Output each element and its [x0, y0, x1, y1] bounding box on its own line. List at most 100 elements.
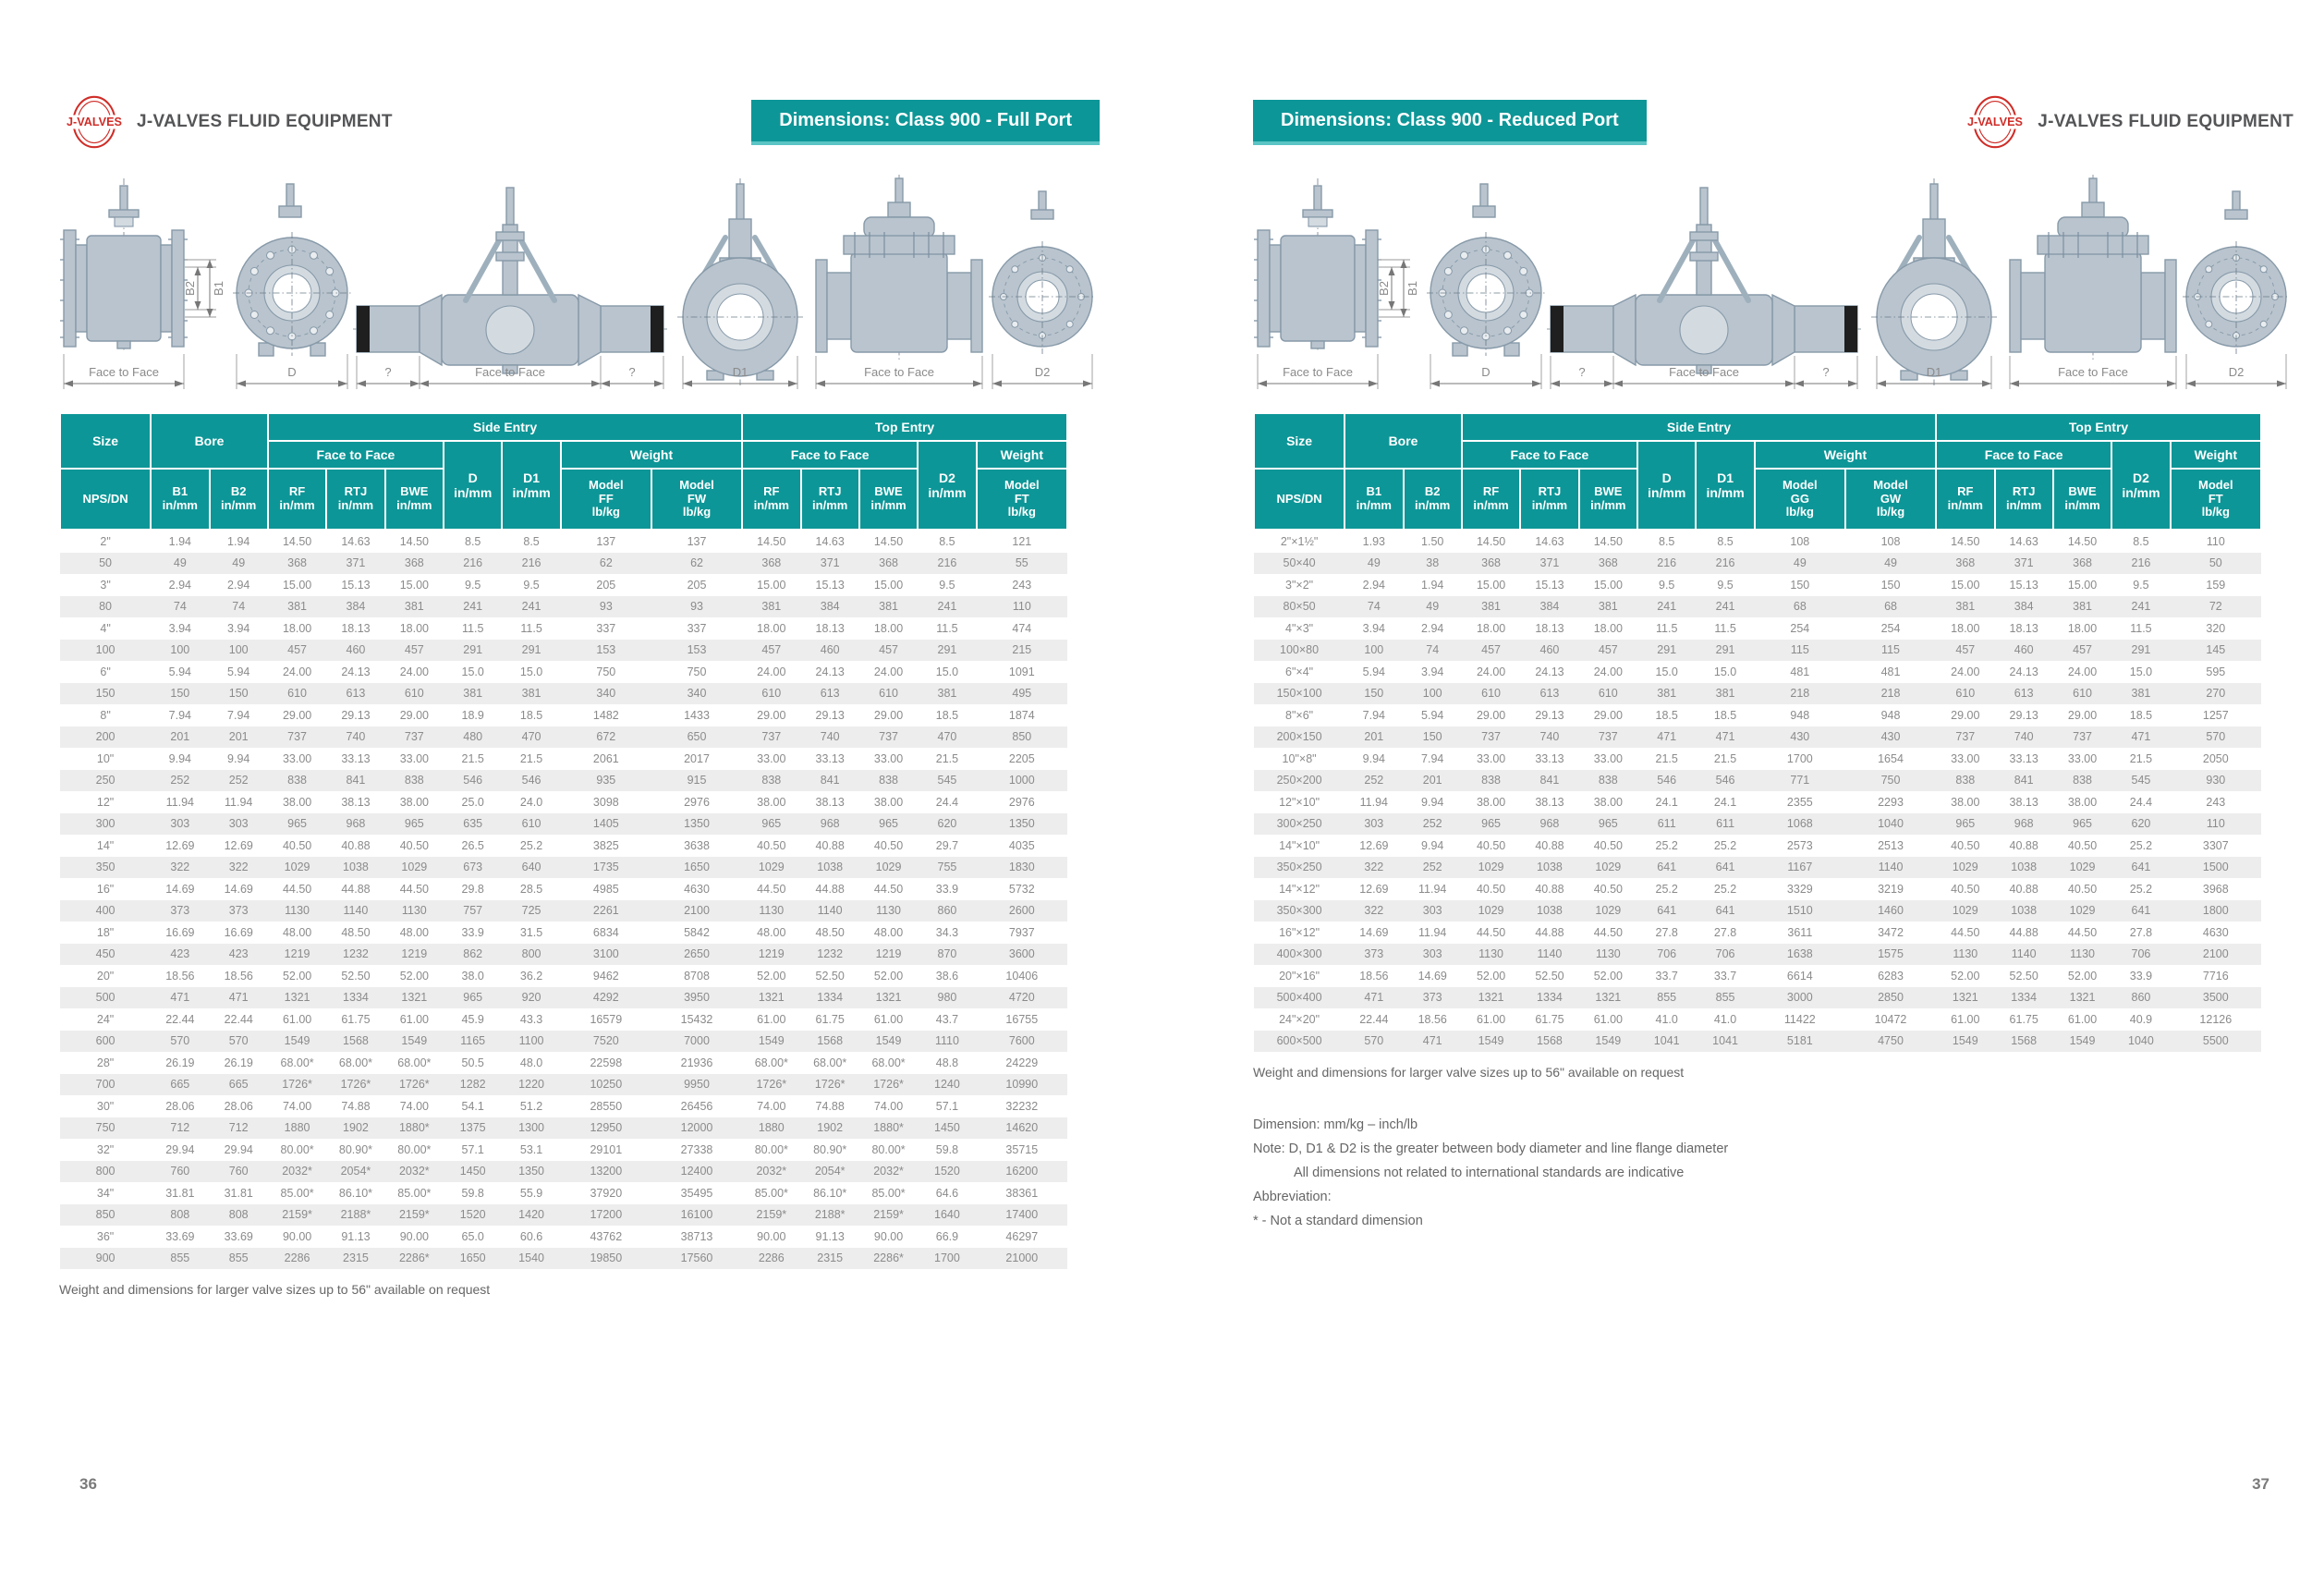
- cell: 480: [463, 730, 483, 744]
- cell: 20"×16": [1279, 969, 1320, 983]
- cell: 18.13: [2009, 621, 2038, 635]
- cell: 2.94: [227, 578, 250, 592]
- cell: 74: [173, 600, 187, 614]
- cell: 9.5: [523, 578, 540, 592]
- cell: 9.94: [227, 751, 250, 765]
- cell: 44.50: [1476, 925, 1506, 939]
- cell: 40.9: [2129, 1012, 2153, 1026]
- dim-label-b1: B1: [1405, 281, 1419, 296]
- col-header: Weight: [1753, 440, 1938, 470]
- cell: 10472: [1874, 1012, 1907, 1026]
- cell: 137: [596, 534, 616, 548]
- cell: 384: [820, 600, 840, 614]
- drawing-end-view-d1: D1: [1870, 178, 1997, 389]
- cell: 241: [1715, 600, 1735, 614]
- cell: 252: [170, 774, 190, 787]
- cell: 21.5: [1713, 751, 1737, 765]
- cell: 2188*: [814, 1208, 846, 1222]
- cell: 29.94: [224, 1142, 253, 1156]
- cell: 10406: [1005, 969, 1039, 983]
- cell: 243: [1012, 578, 1032, 592]
- dim-label-face-to-face: Face to Face: [2058, 365, 2128, 379]
- cell: 20": [96, 969, 115, 983]
- cell: 2573: [1786, 838, 1813, 852]
- cell: 368: [1598, 556, 1618, 570]
- cell: 72: [2208, 600, 2222, 614]
- cell: 3600: [1008, 947, 1035, 961]
- notes-block: Dimension: mm/kg – inch/lb Note: D, D1 & …: [1253, 1113, 2262, 1233]
- table-row: 80×50 74 49 381 384 381 241 241 68 68 381 384 381 241…: [1254, 595, 2261, 617]
- cell: 201: [1364, 730, 1384, 744]
- cell: 252: [1364, 774, 1384, 787]
- cell: 457: [287, 643, 307, 657]
- logo-text: J-VALVES: [1967, 116, 2023, 128]
- table-row: 34" 31.81 31.81 85.00* 86.10* 85.00* 59.8 55.9 3…: [60, 1182, 1067, 1204]
- cell: 457: [404, 643, 424, 657]
- cell: 18.00: [1593, 621, 1623, 635]
- cell: 1110: [934, 1034, 959, 1048]
- cell: 1549: [1478, 1034, 1504, 1048]
- cell: 2.94: [168, 578, 191, 592]
- table-row: 400×300 373 303 1130 1140 1130 706 706 1638 1575 1…: [1254, 943, 2261, 965]
- cell: 74.00: [757, 1099, 786, 1113]
- cell: 1902: [343, 1121, 369, 1135]
- cell: 373: [170, 904, 190, 918]
- cell: 291: [937, 643, 957, 657]
- table-row: 30" 28.06 28.06 74.00 74.88 74.00 54.1 51.2 2855…: [60, 1095, 1067, 1117]
- cell: 10990: [1005, 1078, 1039, 1092]
- cell: 381: [761, 600, 782, 614]
- cell: 16"×12": [1279, 925, 1320, 939]
- cell: 1880*: [873, 1121, 904, 1135]
- table-row: 300×250 303 252 965 968 965 611 611 1068 1040 965 9…: [1254, 812, 2261, 835]
- note-line: Dimension: mm/kg – inch/lb: [1253, 1117, 1418, 1132]
- cell: 968: [2014, 817, 2034, 831]
- cell: 381: [287, 600, 307, 614]
- cell: 40.50: [1951, 838, 1980, 852]
- cell: 11.5: [936, 621, 958, 635]
- cell: 12126: [2199, 1012, 2233, 1026]
- section-banner-reduced-port: Dimensions: Class 900 - Reduced Port: [1253, 99, 1647, 145]
- cell: 1482: [592, 708, 619, 722]
- table-row: 250 252 252 838 841 838 546 546 935 915 838 841 838 5…: [60, 769, 1067, 791]
- cell: 16100: [680, 1208, 713, 1222]
- cell: 4750: [1878, 1034, 1904, 1048]
- cell: 965: [1598, 817, 1618, 831]
- cell: 32232: [1005, 1099, 1039, 1113]
- drawing-top-entry-valve-side-view: Face to Face: [2009, 175, 2178, 389]
- cell: 61.00: [1951, 1012, 1980, 1026]
- cell: 90.00: [282, 1229, 312, 1243]
- cell: 8.5: [939, 534, 955, 548]
- dim-label-d: D: [287, 365, 296, 379]
- cell: 11422: [1783, 1012, 1816, 1026]
- cell: 2159*: [756, 1208, 787, 1222]
- company-name: J-VALVES FLUID EQUIPMENT: [2038, 112, 2294, 131]
- dim-label-pup-right: ?: [629, 365, 636, 379]
- table-row: 3"×2" 2.94 1.94 15.00 15.13 15.00 9.5 9.5 150 150…: [1254, 574, 2261, 596]
- cell: 291: [463, 643, 483, 657]
- cell: 613: [346, 687, 366, 701]
- cell: 43.7: [935, 1012, 959, 1026]
- cell: 55.9: [519, 1186, 543, 1200]
- cell: 29.00: [282, 708, 312, 722]
- cell: 1650: [684, 861, 710, 874]
- cell: 34": [96, 1186, 115, 1200]
- cell: 29.00: [1951, 708, 1980, 722]
- cell: 38.00: [757, 795, 786, 809]
- cell: 14.50: [1593, 534, 1623, 548]
- cell: 9.94: [1421, 838, 1444, 852]
- cell: 7520: [592, 1034, 619, 1048]
- cell: 29.00: [1593, 708, 1623, 722]
- cell: 1029: [284, 861, 310, 874]
- cell: 855: [228, 1251, 249, 1265]
- cell: 838: [2073, 774, 2092, 787]
- cell: 1902: [817, 1121, 844, 1135]
- table-row: 600 570 570 1549 1568 1549 1165 1100 7520 7000 154…: [60, 1030, 1067, 1052]
- cell: 7.94: [1362, 708, 1385, 722]
- cell: 33.9: [461, 925, 484, 939]
- cell: 153: [596, 643, 616, 657]
- table-row: 450 423 423 1219 1232 1219 862 800 3100 2650 1219 1…: [60, 943, 1067, 965]
- cell: 40.50: [282, 838, 312, 852]
- cell: 381: [1598, 600, 1618, 614]
- cell: 471: [228, 991, 249, 1005]
- cell: 303: [170, 817, 190, 831]
